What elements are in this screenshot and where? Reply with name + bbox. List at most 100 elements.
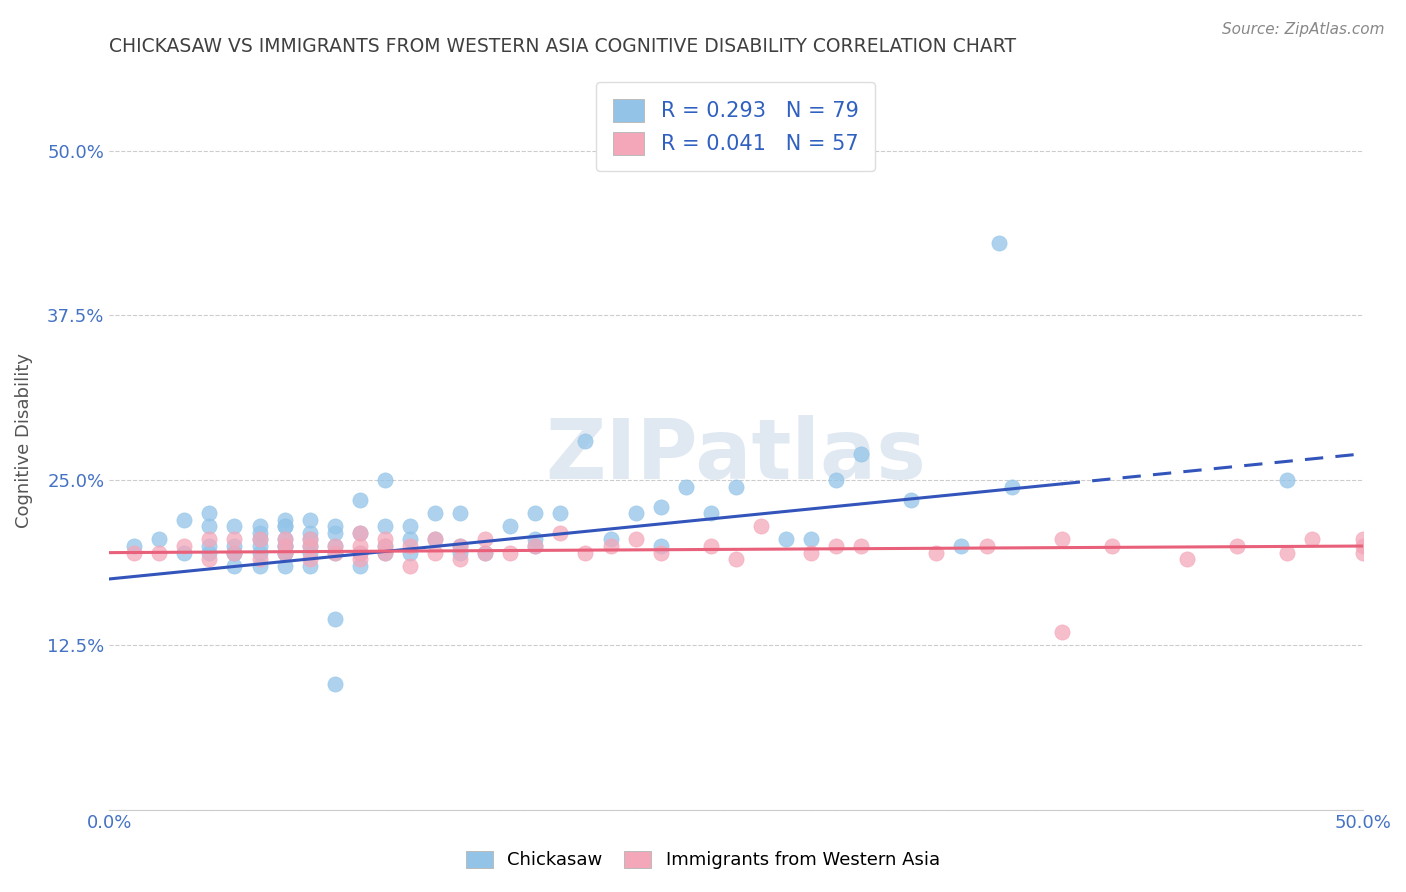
Point (399, 533, 422, 547)
Point (349, 552, 371, 566)
Point (423, 533, 446, 547)
Point (224, 533, 246, 547)
Point (474, 533, 496, 547)
Point (825, 473, 848, 487)
Point (449, 546, 471, 560)
Point (273, 546, 295, 560)
Point (1175, 552, 1198, 566)
Point (273, 539, 295, 553)
Point (273, 519, 295, 533)
Point (224, 558, 246, 573)
Point (273, 546, 295, 560)
Point (298, 546, 321, 560)
Point (198, 552, 221, 566)
Point (524, 539, 547, 553)
Point (148, 533, 170, 547)
Point (449, 539, 471, 553)
Point (650, 500, 672, 514)
Point (499, 546, 522, 560)
Point (675, 480, 697, 494)
Point (273, 539, 295, 553)
Point (173, 513, 195, 527)
Point (249, 558, 271, 573)
Point (374, 539, 396, 553)
Point (1351, 546, 1374, 560)
Point (851, 539, 873, 553)
Point (650, 546, 672, 560)
Point (1351, 533, 1374, 547)
Point (298, 539, 321, 553)
Point (323, 519, 346, 533)
Point (650, 539, 672, 553)
Point (950, 539, 973, 553)
Point (399, 546, 422, 560)
Point (349, 539, 371, 553)
Point (273, 558, 295, 573)
Point (1000, 480, 1022, 494)
Point (122, 546, 145, 560)
Point (349, 525, 371, 540)
Point (198, 546, 221, 560)
Point (249, 525, 271, 540)
Point (449, 552, 471, 566)
Point (423, 546, 446, 560)
Point (198, 506, 221, 520)
Point (700, 539, 723, 553)
Point (724, 552, 747, 566)
Point (800, 546, 823, 560)
Point (198, 533, 221, 547)
Point (224, 539, 246, 553)
Point (1351, 539, 1374, 553)
Point (1277, 546, 1299, 560)
Point (423, 533, 446, 547)
Point (298, 525, 321, 540)
Point (273, 533, 295, 547)
Point (273, 513, 295, 527)
Point (599, 533, 621, 547)
Legend: Chickasaw, Immigrants from Western Asia: Chickasaw, Immigrants from Western Asia (457, 842, 949, 879)
Point (323, 539, 346, 553)
Point (224, 546, 246, 560)
Point (249, 533, 271, 547)
Point (1226, 539, 1249, 553)
Point (249, 539, 271, 553)
Point (323, 546, 346, 560)
Point (524, 506, 547, 520)
Point (524, 533, 547, 547)
Point (524, 539, 547, 553)
Point (173, 539, 195, 553)
Point (399, 519, 422, 533)
Point (349, 546, 371, 560)
Point (624, 506, 647, 520)
Point (925, 546, 948, 560)
Point (249, 546, 271, 560)
Point (749, 519, 772, 533)
Point (323, 546, 346, 560)
Point (323, 539, 346, 553)
Text: CHICKASAW VS IMMIGRANTS FROM WESTERN ASIA COGNITIVE DISABILITY CORRELATION CHART: CHICKASAW VS IMMIGRANTS FROM WESTERN ASI… (110, 37, 1017, 56)
Point (399, 539, 422, 553)
Legend: R = 0.293   N = 79, R = 0.041   N = 57: R = 0.293 N = 79, R = 0.041 N = 57 (596, 82, 876, 171)
Y-axis label: Cognitive Disability: Cognitive Disability (15, 353, 32, 528)
Point (574, 434, 596, 448)
Point (298, 539, 321, 553)
Point (574, 546, 596, 560)
Point (374, 546, 396, 560)
Point (249, 533, 271, 547)
Point (851, 447, 873, 461)
Point (374, 546, 396, 560)
Point (323, 525, 346, 540)
Point (298, 513, 321, 527)
Point (374, 539, 396, 553)
Point (122, 539, 145, 553)
Point (224, 519, 246, 533)
Point (323, 611, 346, 625)
Point (323, 677, 346, 691)
Point (224, 546, 246, 560)
Point (374, 473, 396, 487)
Point (273, 519, 295, 533)
Point (1050, 533, 1073, 547)
Point (775, 533, 797, 547)
Point (724, 480, 747, 494)
Point (298, 533, 321, 547)
